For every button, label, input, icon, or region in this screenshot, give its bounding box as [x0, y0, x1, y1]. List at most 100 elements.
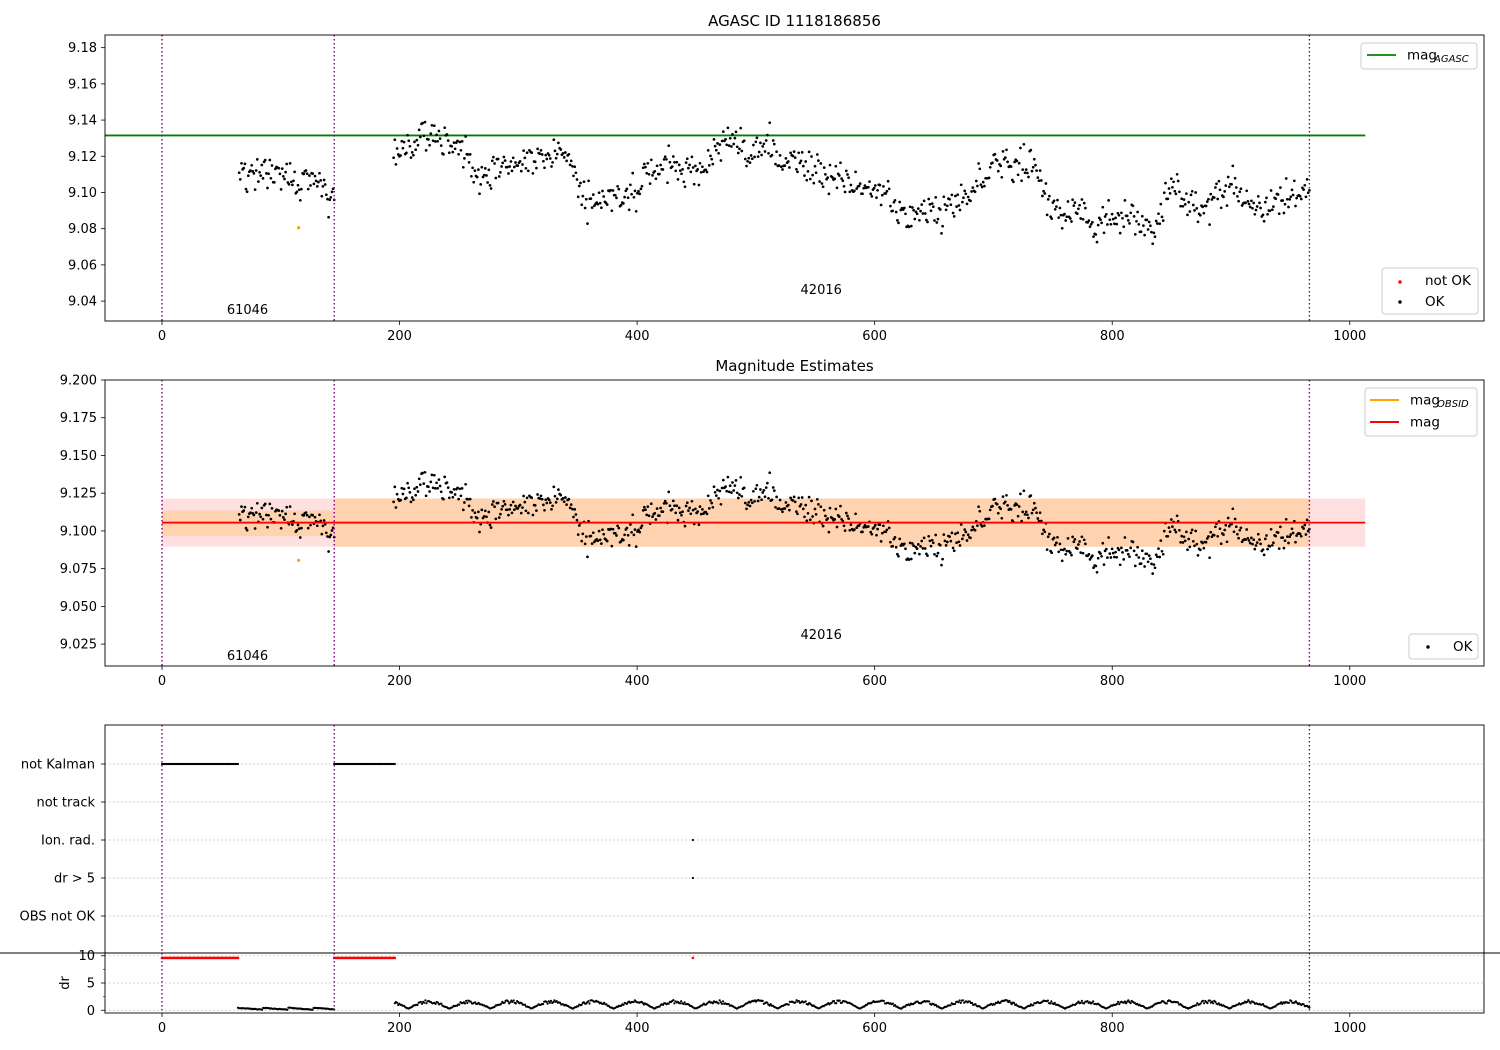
ok-point: [457, 497, 460, 501]
ok-point: [687, 509, 690, 512]
ok-point: [878, 523, 882, 527]
ok-point: [821, 524, 825, 528]
dr-point: [1211, 1000, 1214, 1003]
ok-point: [281, 174, 285, 178]
ok-point: [1159, 539, 1163, 542]
y-tick-label: 9.050: [60, 600, 97, 615]
ok-point: [493, 505, 496, 509]
ok-point: [536, 147, 539, 151]
ok-point: [473, 169, 477, 172]
ok-point: [1016, 514, 1020, 518]
ok-point: [1282, 546, 1286, 550]
ok-point: [710, 157, 714, 161]
ok-point: [244, 526, 248, 530]
ok-point: [733, 484, 737, 487]
ok-point: [685, 501, 689, 505]
ok-point: [1216, 534, 1220, 538]
ok-point: [706, 494, 710, 498]
ok-point: [786, 160, 790, 163]
ok-point: [329, 533, 333, 537]
dr-point: [727, 1003, 730, 1006]
ok-point: [567, 152, 571, 156]
ok-point: [245, 528, 249, 532]
ok-point: [293, 170, 296, 174]
ok-point: [692, 182, 696, 186]
ok-point: [801, 164, 805, 168]
ok-point: [463, 157, 466, 160]
ok-point: [508, 165, 512, 168]
ok-point: [1060, 226, 1064, 230]
ok-point: [466, 153, 470, 156]
ok-point: [1191, 203, 1195, 207]
ok-point: [318, 513, 321, 517]
dr-point: [545, 1000, 548, 1004]
ok-point: [1106, 556, 1109, 559]
ok-point: [487, 168, 491, 172]
ok-point: [573, 508, 577, 511]
ok-point: [854, 170, 857, 174]
ok-point: [738, 493, 741, 496]
ok-point: [525, 151, 529, 155]
ok-point: [958, 544, 962, 547]
ok-point: [926, 554, 929, 557]
ok-point: [1118, 563, 1122, 567]
ok-point: [488, 184, 492, 187]
ok-point: [956, 193, 960, 197]
ok-point: [983, 524, 986, 527]
ok-point: [562, 500, 566, 504]
x-tick-label: 0: [158, 1021, 166, 1036]
ok-point: [897, 221, 900, 225]
ok-point: [394, 163, 398, 166]
ok-point: [965, 202, 969, 206]
ok-point: [259, 174, 263, 177]
ok-point: [677, 506, 681, 510]
ok-point: [263, 502, 267, 506]
dr-point: [555, 1000, 558, 1003]
ok-point: [1064, 552, 1068, 556]
ok-point: [1024, 168, 1028, 171]
ok-point: [882, 185, 885, 188]
ok-point: [1185, 192, 1188, 195]
ok-point: [1158, 222, 1162, 226]
obsid-label: 42016: [801, 283, 842, 298]
ok-point: [916, 543, 920, 546]
ok-point: [1261, 548, 1265, 551]
x-tick-label: 400: [625, 674, 650, 689]
ok-point: [1178, 528, 1181, 532]
ok-point: [938, 543, 942, 547]
ok-point: [1272, 541, 1275, 545]
ok-point: [1198, 213, 1202, 217]
ok-point: [978, 167, 982, 171]
ok-point: [322, 519, 326, 522]
ok-point: [1137, 222, 1141, 226]
flag-row-label: dr > 5: [54, 872, 95, 887]
ok-point: [882, 524, 885, 528]
ok-point: [1151, 572, 1155, 575]
ok-point: [1110, 547, 1114, 551]
ok-point: [1024, 510, 1028, 514]
x-tick-label: 800: [1100, 674, 1125, 689]
ok-point: [442, 153, 445, 156]
ok-point: [1281, 199, 1285, 202]
ok-point: [306, 187, 310, 191]
ok-point: [622, 538, 625, 542]
ok-point: [1075, 212, 1079, 216]
ok-point: [935, 554, 939, 558]
ok-point: [940, 232, 943, 235]
ok-point: [523, 156, 527, 160]
ok-point: [996, 511, 1000, 515]
ok-point: [1164, 181, 1167, 185]
ok-point: [878, 183, 882, 187]
ok-point: [1246, 536, 1250, 540]
ok-point: [547, 153, 551, 157]
ok-point: [837, 174, 841, 177]
ok-point: [743, 501, 747, 505]
ok-point: [1050, 217, 1054, 220]
ok-point: [623, 533, 626, 537]
ok-point: [471, 166, 474, 170]
ok-point: [1284, 177, 1288, 180]
legend-label: OK: [1425, 294, 1446, 310]
y-tick-label: 9.10: [68, 186, 97, 201]
ok-point: [743, 157, 747, 161]
ok-point: [1139, 562, 1143, 565]
